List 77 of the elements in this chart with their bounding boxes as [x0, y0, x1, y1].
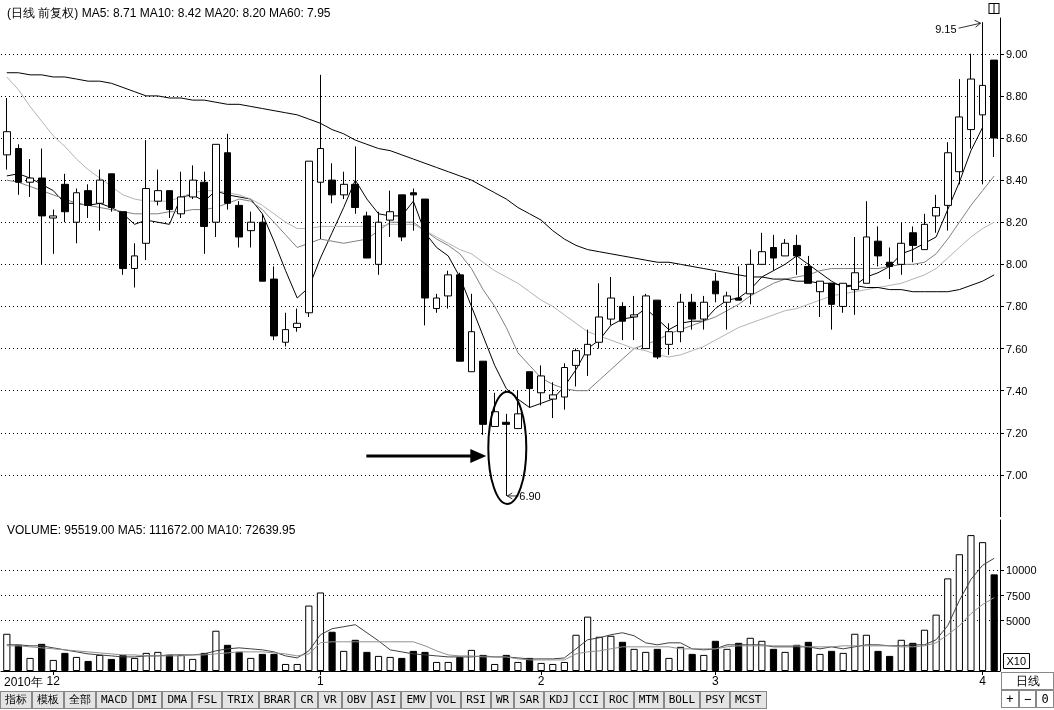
text: DMI	[132, 691, 163, 709]
candlestick	[410, 188, 417, 232]
text: MACD	[96, 691, 133, 709]
x-tick-label: 1	[317, 674, 325, 688]
text: ROC	[603, 691, 634, 709]
candlestick	[386, 190, 394, 238]
y-tick-label: 8.40	[1006, 174, 1028, 187]
x-tick-label: 2	[537, 674, 545, 688]
text: PSY	[700, 691, 730, 709]
text: X10	[1006, 655, 1027, 667]
annotation: 6.90	[519, 489, 541, 502]
candlestick	[584, 329, 591, 377]
y-tick-label: 7.40	[1006, 384, 1028, 397]
candlestick	[491, 392, 499, 427]
y-tick-label: 8.60	[1006, 132, 1028, 145]
y-tick-label: 9.00	[1006, 47, 1028, 60]
y-tick-label: 7.20	[1006, 426, 1028, 439]
candlestick	[630, 295, 638, 341]
text: CCI	[574, 691, 604, 709]
chart-title: VOLUME: 95519.00 MA5: 111672.00 MA10: 72639.95	[7, 523, 296, 537]
text: 2010年	[4, 675, 43, 689]
candlestick	[770, 234, 777, 272]
candlestick	[293, 308, 301, 333]
candlestick	[84, 183, 92, 219]
text: 全部	[64, 691, 96, 709]
text: −	[1018, 690, 1037, 708]
y-tick-label: 10000	[1006, 564, 1037, 577]
text: OBV	[341, 691, 372, 709]
text: 日线	[1001, 672, 1054, 690]
line-series	[6, 76, 995, 358]
text: VOL	[431, 691, 462, 709]
text: CR	[295, 691, 319, 709]
line-series	[6, 175, 995, 392]
text: FSL	[192, 691, 223, 709]
candlestick	[154, 169, 162, 206]
text: 0	[1036, 690, 1054, 708]
y-tick-label: 8.20	[1006, 216, 1028, 229]
y-tick-label: 7.60	[1006, 342, 1028, 355]
text: DMA	[162, 691, 193, 709]
x-tick-label: 12	[46, 674, 61, 688]
candlestick	[398, 194, 406, 242]
text: BOLL	[663, 691, 701, 709]
candlestick	[49, 209, 57, 255]
candlestick	[897, 221, 905, 276]
y-tick-label: 8.80	[1006, 89, 1028, 102]
text: +	[1001, 690, 1019, 708]
candlestick	[712, 272, 719, 303]
text: ASI	[371, 691, 402, 709]
y-tick-label: 7.00	[1006, 468, 1028, 481]
y-tick-label: 8.00	[1006, 258, 1028, 271]
y-tick-label: 7500	[1006, 589, 1031, 602]
candlestick	[282, 312, 289, 347]
text: TRIX	[222, 691, 259, 709]
text: VR	[318, 691, 342, 709]
line-series	[6, 557, 995, 660]
y-tick-label: 7.80	[1006, 300, 1028, 313]
x-tick-label: 4	[979, 674, 987, 688]
annotation: 9.15	[935, 23, 957, 36]
text: SAR	[514, 691, 545, 709]
text: MTM	[633, 691, 664, 709]
text: 指标	[0, 691, 32, 709]
text: RSI	[461, 691, 491, 709]
text: 模板	[32, 691, 64, 709]
line-series	[6, 597, 995, 661]
candlestick	[166, 190, 173, 219]
text: BRAR	[258, 691, 296, 709]
candlestick	[909, 225, 917, 263]
candlestick	[781, 238, 789, 257]
chart-title: (日线 前复权) MA5: 8.71 MA10: 8.42 MA20: 8.20 MA60: 7.95	[7, 6, 331, 20]
y-tick-label: 5000	[1006, 614, 1031, 627]
text: EMV	[401, 691, 432, 709]
candlestick	[108, 173, 115, 213]
text: KDJ	[544, 691, 574, 709]
x-tick-label: 3	[712, 674, 720, 688]
candlestick	[874, 225, 882, 267]
text: WR	[491, 691, 515, 709]
text: MCST	[730, 691, 767, 709]
